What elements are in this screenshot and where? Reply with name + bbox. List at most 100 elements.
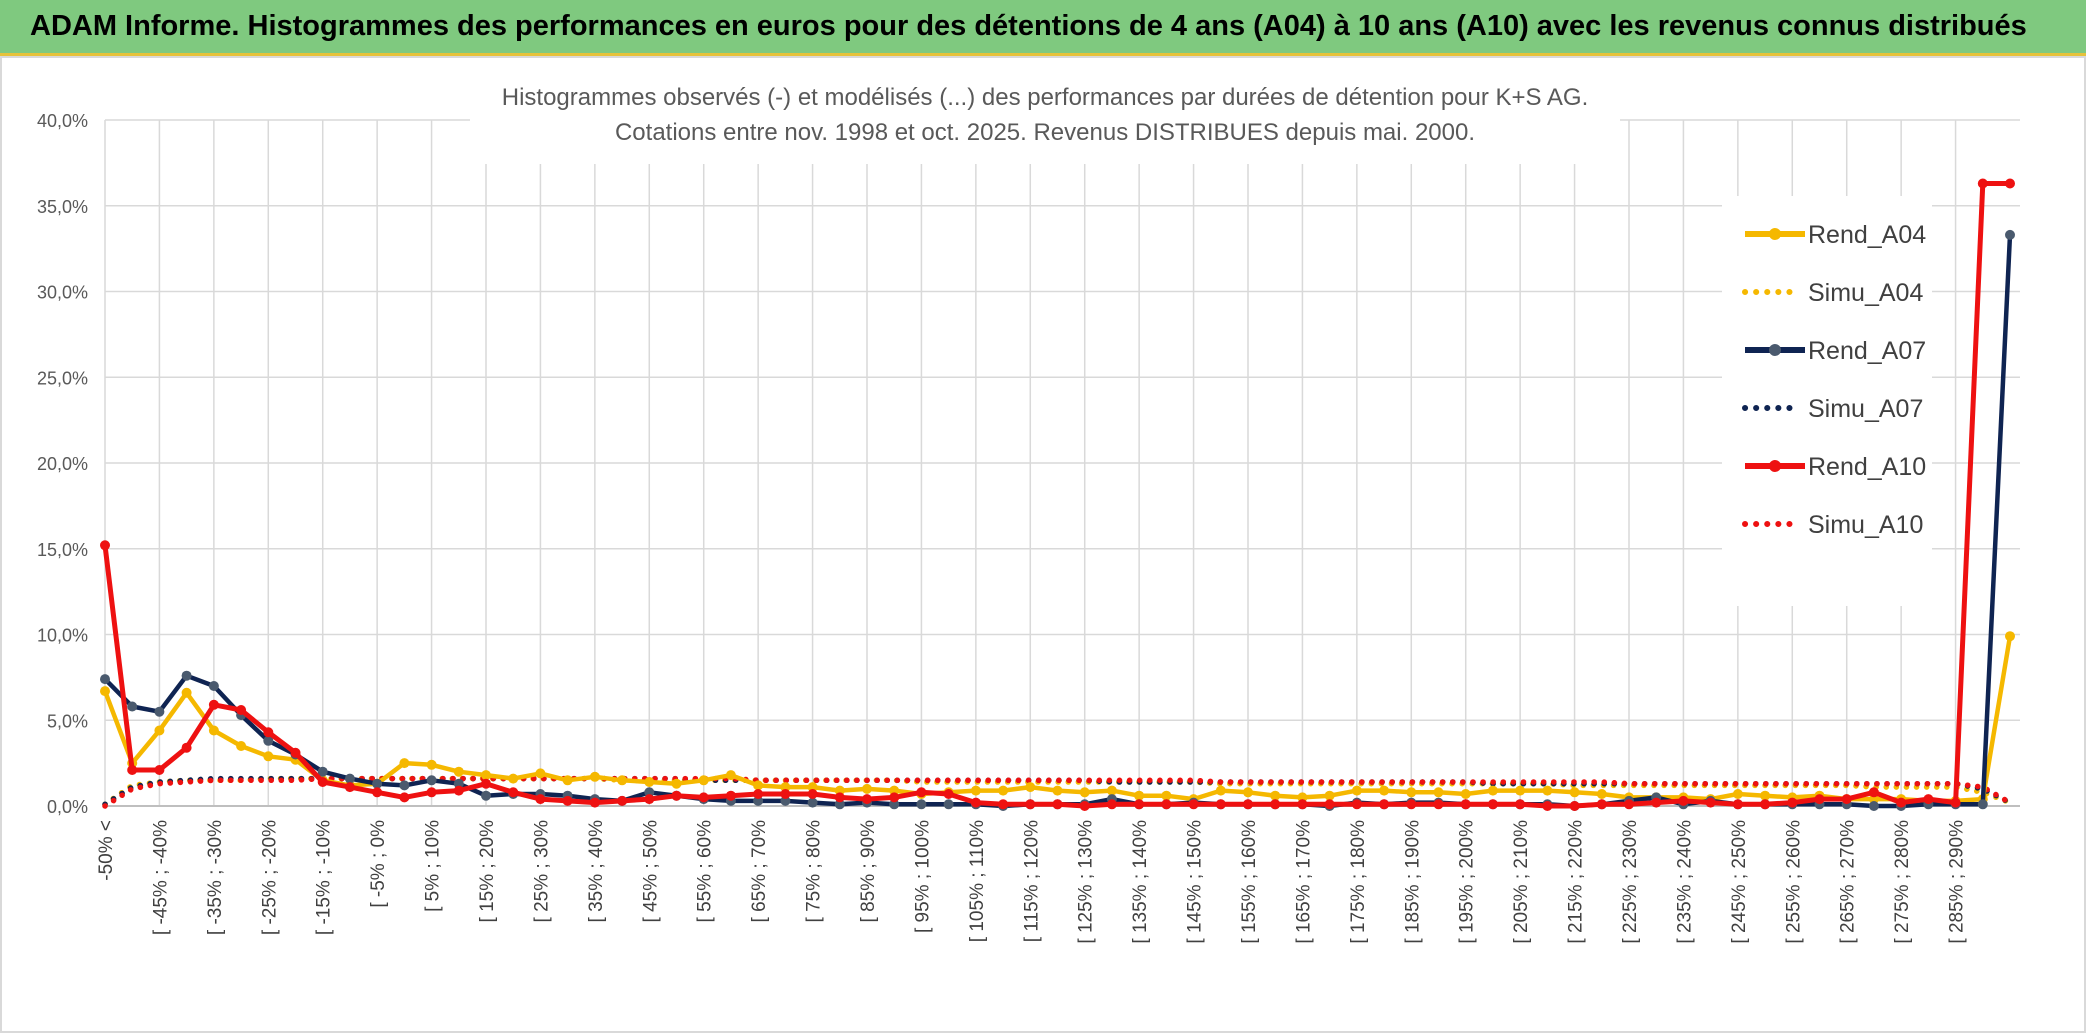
point-rend-a04 (154, 725, 165, 736)
point-rend-a10 (1515, 799, 1526, 810)
x-tick-label: [ 125% ; 130% (1076, 820, 1097, 944)
point-rend-a10 (508, 787, 519, 798)
point-rend-a04 (2005, 631, 2015, 642)
histogram-chart: 0,0% 5,0% 10,0% 15,0% 20,0% 25,0% 30,0% 35,0% 40… (0, 56, 2086, 1033)
point-rend-a04 (1215, 785, 1226, 796)
point-rend-a10 (1596, 799, 1607, 810)
point-rend-a10 (1705, 797, 1716, 808)
legend-label-rend-a07: Rend_A07 (1808, 337, 1926, 365)
page-title: ADAM Informe. Histogrammes des performan… (30, 10, 2027, 42)
x-tick-label: [ 245% ; 250% (1729, 820, 1750, 944)
chart-title: Histogrammes observés (-) et modélisés (… (502, 84, 1589, 111)
point-rend-a10 (372, 787, 383, 798)
point-rend-a10 (970, 797, 981, 808)
point-rend-a04 (181, 687, 192, 698)
point-rend-a04 (671, 778, 682, 789)
point-rend-a10 (671, 790, 682, 801)
x-tick-label: [ -15% ; -10% (314, 820, 335, 935)
point-rend-a07 (453, 778, 464, 789)
x-tick-label: [ -5% ; 0% (368, 820, 389, 908)
point-rend-a04 (1515, 785, 1526, 796)
point-rend-a04 (644, 777, 655, 787)
x-tick-label: [ 75% ; 80% (804, 820, 825, 923)
chart-subtitle: Cotations entre nov. 1998 et oct. 2025. … (615, 119, 1475, 146)
point-rend-a10 (1215, 799, 1226, 810)
point-rend-a04 (535, 768, 546, 779)
point-rend-a04 (1079, 787, 1090, 798)
point-rend-a10 (617, 795, 628, 806)
x-tick-label: -50% < (96, 820, 117, 881)
point-rend-a10 (1896, 797, 1907, 808)
point-rend-a07 (753, 795, 764, 806)
legend: Rend_A04 Simu_A04 Rend_A07 Simu_A07 Rend_A10… (1722, 196, 1932, 606)
x-tick-label: [ 215% ; 220% (1566, 820, 1587, 944)
point-rend-a10 (1841, 794, 1852, 805)
x-tick-label: [ 255% ; 260% (1783, 820, 1804, 944)
point-rend-a07 (208, 681, 219, 691)
point-rend-a04 (753, 780, 764, 791)
point-rend-a10 (889, 792, 900, 803)
point-rend-a04 (1406, 787, 1417, 798)
point-rend-a10 (807, 789, 818, 799)
point-rend-a04 (1297, 792, 1308, 803)
point-rend-a10 (943, 789, 954, 799)
point-rend-a04 (1760, 790, 1771, 801)
point-rend-a10 (481, 778, 491, 789)
point-rend-a10 (1977, 178, 1988, 189)
point-rend-a10 (1188, 799, 1199, 810)
point-rend-a10 (1297, 799, 1308, 810)
point-rend-a10 (1379, 799, 1390, 810)
point-rend-a10 (725, 790, 736, 801)
point-rend-a04 (481, 770, 491, 781)
x-tick-label: [ 5% ; 10% (423, 820, 444, 912)
point-rend-a10 (317, 777, 328, 787)
point-rend-a07 (807, 797, 818, 808)
point-rend-a04 (1324, 790, 1335, 801)
point-rend-a07 (154, 706, 165, 717)
point-rend-a04 (1161, 790, 1172, 801)
point-rend-a07 (344, 773, 355, 784)
point-rend-a10 (644, 794, 655, 805)
y-tick-label: 0,0% (47, 797, 88, 817)
point-rend-a04 (562, 775, 573, 786)
point-rend-a10 (862, 794, 872, 805)
point-rend-a10 (562, 795, 573, 806)
point-rend-a07 (481, 790, 491, 801)
point-rend-a04 (1433, 787, 1444, 798)
x-tick-label: [ 135% ; 140% (1130, 820, 1151, 944)
point-rend-a10 (100, 540, 110, 551)
x-tick-label: [ 45% ; 50% (640, 820, 661, 923)
x-tick-label: [ 15% ; 20% (477, 820, 498, 923)
point-rend-a10 (344, 782, 355, 793)
point-rend-a10 (1651, 797, 1662, 808)
point-rend-a07 (426, 775, 437, 786)
legend-background (1722, 196, 1932, 606)
x-tick-label: [ 155% ; 160% (1239, 820, 1260, 944)
point-rend-a10 (753, 789, 764, 799)
point-rend-a10 (1106, 799, 1117, 810)
y-tick-label: 25,0% (37, 368, 88, 388)
x-tick-label: [ 35% ; 40% (586, 820, 607, 923)
point-rend-a04 (236, 741, 247, 751)
point-rend-a10 (1052, 799, 1063, 810)
point-rend-a04 (617, 775, 628, 786)
legend-label-rend-a04: Rend_A04 (1808, 221, 1926, 249)
point-rend-a04 (725, 770, 736, 781)
point-rend-a04 (508, 773, 519, 784)
point-rend-a04 (1569, 787, 1580, 798)
point-rend-a10 (154, 765, 165, 775)
point-rend-a07 (127, 701, 138, 712)
point-rend-a04 (780, 782, 791, 793)
point-rend-a10 (1270, 799, 1281, 810)
point-rend-a10 (780, 789, 791, 799)
point-rend-a04 (1732, 789, 1743, 799)
point-rend-a07 (1868, 801, 1879, 811)
point-rend-a10 (263, 727, 274, 738)
point-rend-a07 (317, 766, 328, 777)
y-tick-label: 20,0% (37, 454, 88, 474)
point-rend-a10 (1351, 799, 1362, 810)
x-tick-label: [ -45% ; -40% (150, 820, 171, 935)
header-bar: ADAM Informe. Histogrammes des performan… (0, 0, 2086, 56)
point-rend-a07 (780, 795, 791, 806)
point-rend-a10 (1950, 797, 1961, 808)
